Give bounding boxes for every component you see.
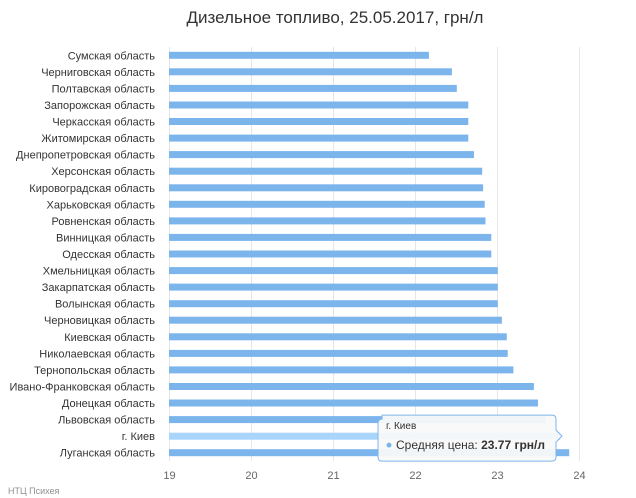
bar[interactable] bbox=[169, 167, 483, 175]
bar[interactable] bbox=[169, 200, 485, 208]
x-tick-label: 20 bbox=[245, 470, 257, 482]
bar[interactable] bbox=[169, 151, 474, 159]
bar[interactable] bbox=[169, 184, 484, 192]
bar[interactable] bbox=[169, 217, 486, 225]
category-label: Сумская область bbox=[68, 50, 156, 62]
x-tick-label: 21 bbox=[327, 470, 339, 482]
bar[interactable] bbox=[169, 134, 469, 142]
tooltip-city: г. Киев bbox=[386, 421, 416, 432]
category-label: Житомирская область bbox=[41, 133, 155, 145]
bar[interactable] bbox=[169, 84, 457, 92]
credit-label: НТЦ Психея bbox=[8, 486, 60, 496]
category-label: Волынская область bbox=[55, 299, 155, 311]
tooltip-value: 23.77 грн/л bbox=[481, 438, 545, 452]
bars-layer bbox=[169, 51, 570, 457]
bar[interactable] bbox=[169, 68, 452, 76]
category-label: Николаевская область bbox=[39, 348, 155, 360]
category-label: Закарпатская область bbox=[42, 282, 155, 294]
x-tick-label: 24 bbox=[573, 470, 585, 482]
category-labels: Сумская область Черниговская область Полта… bbox=[10, 50, 156, 459]
category-label: Киевская область bbox=[64, 332, 155, 344]
category-label: Донецкая область bbox=[62, 398, 155, 410]
tooltip-label: Средняя цена: bbox=[396, 438, 481, 452]
tooltip-box bbox=[377, 414, 563, 462]
category-label: Днепропетровская область bbox=[16, 150, 155, 162]
category-label: Запорожская область bbox=[44, 100, 155, 112]
bar[interactable] bbox=[169, 449, 570, 457]
x-tick-label: 22 bbox=[409, 470, 421, 482]
bar[interactable] bbox=[169, 300, 498, 308]
bar[interactable] bbox=[169, 366, 514, 374]
bar[interactable] bbox=[169, 233, 492, 241]
category-label: Луганская область bbox=[60, 448, 155, 460]
category-label: Черновицкая область bbox=[44, 315, 155, 327]
category-label: Хмельницкая область bbox=[43, 266, 156, 278]
category-label: Черкасская область bbox=[52, 117, 155, 129]
category-label: Черниговская область bbox=[41, 67, 155, 79]
category-label: Кировоградская область bbox=[29, 183, 155, 195]
category-label: Винницкая область bbox=[56, 232, 155, 244]
chart-title: Дизельное топливо, 25.05.2017, грн/л bbox=[187, 8, 484, 27]
bar[interactable] bbox=[169, 101, 469, 109]
category-label: Ровненская область bbox=[52, 216, 156, 228]
bar[interactable] bbox=[169, 349, 508, 357]
category-label: Херсонская область bbox=[51, 166, 155, 178]
x-tick-label: 19 bbox=[163, 470, 175, 482]
category-label: Ивано-Франковская область bbox=[10, 382, 156, 394]
x-tick-label: 23 bbox=[491, 470, 503, 482]
bar[interactable] bbox=[169, 250, 492, 258]
bar[interactable] bbox=[169, 416, 546, 424]
category-label: Львовская область bbox=[58, 415, 155, 427]
category-label: г. Киев bbox=[122, 431, 155, 443]
bar[interactable] bbox=[169, 267, 498, 275]
bar[interactable] bbox=[169, 333, 507, 341]
category-label: Тернопольская область bbox=[34, 365, 155, 377]
tooltip: г. Киев Средняя цена: 23.77 грн/л bbox=[377, 414, 563, 462]
bar[interactable] bbox=[169, 316, 502, 324]
bar[interactable] bbox=[169, 51, 429, 59]
x-axis-ticks: 19 20 21 22 23 24 bbox=[163, 470, 585, 482]
bar[interactable] bbox=[169, 118, 469, 125]
category-label: Одесская область bbox=[62, 249, 155, 261]
bar[interactable] bbox=[169, 399, 538, 407]
category-label: Харьковская область bbox=[47, 199, 156, 211]
tooltip-text: Средняя цена: 23.77 грн/л bbox=[396, 438, 545, 452]
category-label: Полтавская область bbox=[52, 83, 156, 95]
tooltip-series-dot bbox=[386, 442, 392, 448]
bar[interactable] bbox=[169, 432, 561, 440]
bar[interactable] bbox=[169, 283, 498, 291]
bar[interactable] bbox=[169, 383, 534, 390]
